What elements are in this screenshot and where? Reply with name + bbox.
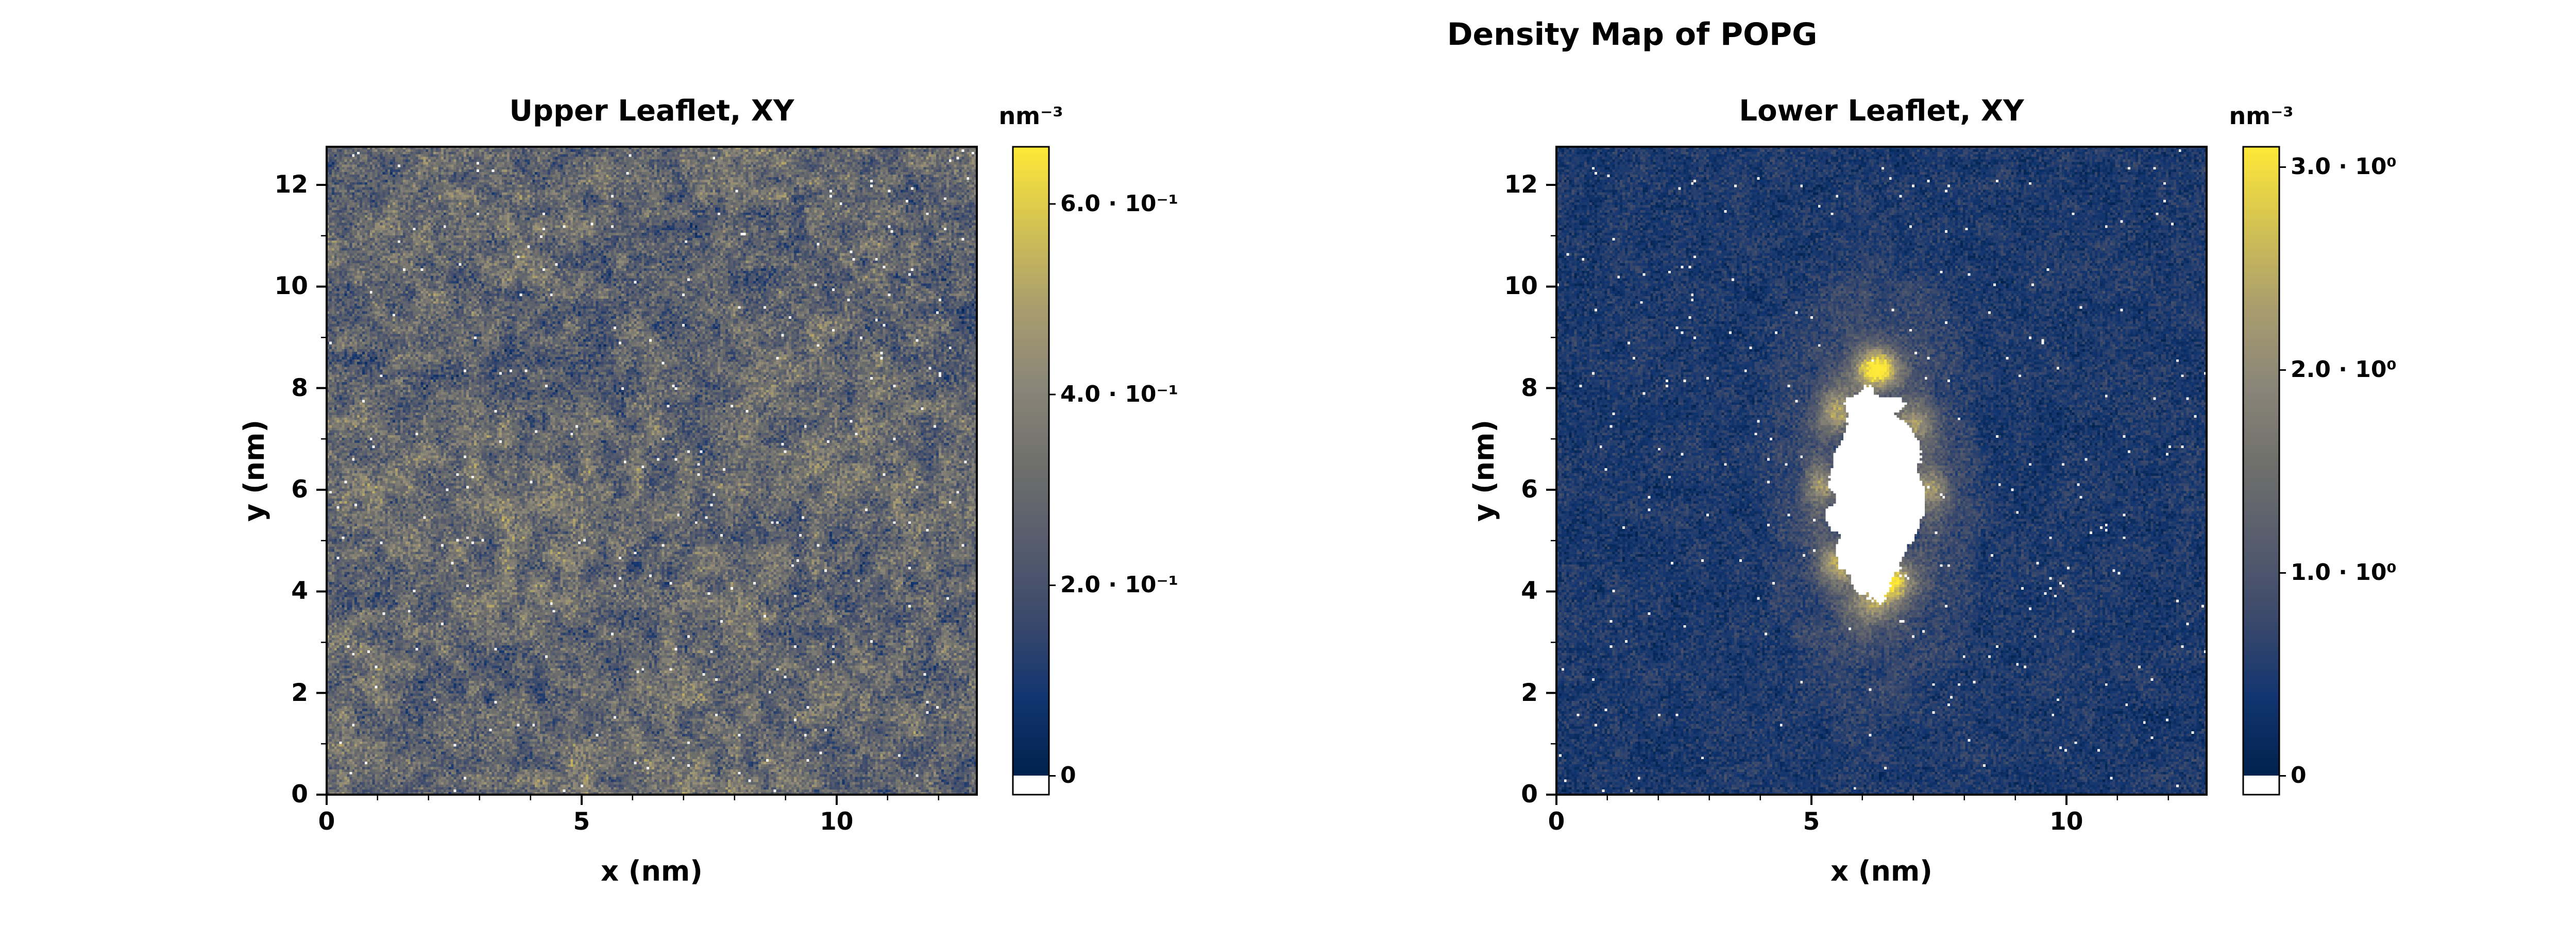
y-tick-label: 4 — [291, 577, 308, 606]
y-tick-label: 8 — [1521, 373, 1538, 402]
colorbar-tick-label: 0 — [1060, 762, 1076, 789]
x-tick-label: 5 — [1803, 808, 1820, 836]
y-tick-label: 6 — [291, 475, 308, 504]
y-tick-label: 2 — [291, 678, 308, 707]
y-tick-label: 10 — [274, 272, 308, 301]
colorbar-tick-label: 1.0 · 10⁰ — [2291, 559, 2397, 586]
x-tick-label: 10 — [2049, 808, 2083, 836]
panel-title: Upper Leaflet, XY — [509, 94, 794, 128]
x-axis-label: x (nm) — [1831, 855, 1933, 887]
colorbar-tick-label: 3.0 · 10⁰ — [2291, 153, 2397, 180]
colorbar-unit-label: nm⁻³ — [998, 102, 1063, 130]
x-tick-label: 0 — [1548, 808, 1565, 836]
x-tick-label: 10 — [820, 808, 854, 836]
colorbar-tick-label: 6.0 · 10⁻¹ — [1060, 191, 1179, 217]
colorbar-tick-label: 4.0 · 10⁻¹ — [1060, 381, 1179, 408]
x-tick-label: 0 — [318, 808, 335, 836]
y-tick-label: 12 — [274, 170, 308, 199]
y-tick-label: 4 — [1521, 577, 1538, 606]
y-tick-label: 12 — [1504, 170, 1538, 199]
y-tick-label: 10 — [1504, 272, 1538, 301]
x-axis-label: x (nm) — [601, 855, 703, 887]
colorbar-tick-label: 2.0 · 10⁰ — [2291, 356, 2397, 383]
colorbar-unit-label: nm⁻³ — [2229, 102, 2294, 130]
colorbar-tick-label: 2.0 · 10⁻¹ — [1060, 572, 1179, 598]
y-tick-label: 2 — [1521, 678, 1538, 707]
x-tick-label: 5 — [573, 808, 590, 836]
colorbar-tick-label: 0 — [2291, 762, 2307, 789]
y-tick-label: 0 — [1521, 780, 1538, 809]
y-tick-label: 6 — [1521, 475, 1538, 504]
y-tick-label: 0 — [291, 780, 308, 809]
panel-title: Lower Leaflet, XY — [1739, 94, 2024, 128]
figure-suptitle: Density Map of POPG — [1447, 16, 1818, 53]
y-tick-label: 8 — [291, 373, 308, 402]
